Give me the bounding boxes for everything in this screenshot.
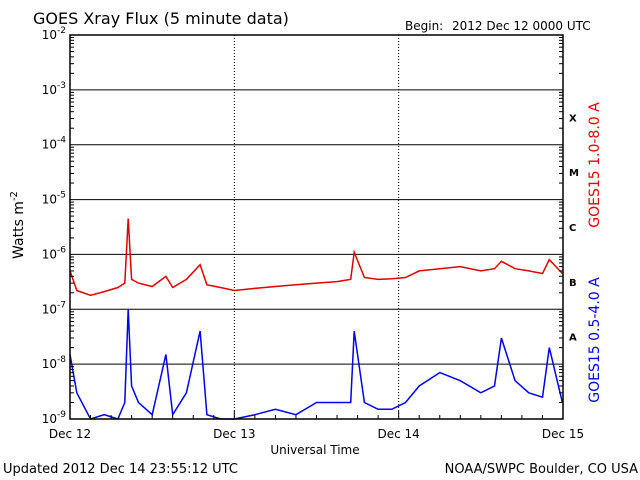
series-group xyxy=(69,218,564,420)
y-tick-label: 10-9 xyxy=(42,410,67,426)
y-tick-label: 10-8 xyxy=(42,355,67,371)
x-tick-label: Dec 13 xyxy=(213,427,255,441)
x-tick-label: Dec 12 xyxy=(49,427,91,441)
series-line-0 xyxy=(69,218,563,297)
y-tick-label: 10-7 xyxy=(42,300,66,316)
begin-value: 2012 Dec 12 0000 UTC xyxy=(452,19,591,33)
series-line-1 xyxy=(69,309,564,420)
grid xyxy=(70,35,563,419)
legend-entry-1: GOES15 0.5-4.0 A xyxy=(587,277,603,403)
y-axis-label-text: Watts m xyxy=(11,201,27,259)
x-axis-label: Universal Time xyxy=(270,443,359,457)
y-tick-label: 10-4 xyxy=(42,136,67,152)
begin-label: Begin: xyxy=(405,19,443,33)
flare-class-X: X xyxy=(569,113,577,124)
flare-class-A: A xyxy=(569,333,577,344)
y-tick-label: 10-5 xyxy=(42,191,66,207)
y-axis-label: Watts m-2 xyxy=(9,191,27,259)
credit-text: NOAA/SWPC Boulder, CO USA xyxy=(445,462,638,477)
chart-title: GOES Xray Flux (5 minute data) xyxy=(33,9,289,28)
x-tick-label: Dec 15 xyxy=(542,427,584,441)
updated-text: Updated 2012 Dec 14 23:55:12 UTC xyxy=(3,462,238,477)
plot-frame xyxy=(69,34,564,420)
flare-class-M: M xyxy=(569,168,579,179)
legend-entry-0: GOES15 1.0-8.0 A xyxy=(587,102,603,228)
axes xyxy=(69,34,564,420)
svg-text:Watts m-2: Watts m-2 xyxy=(9,191,27,259)
y-tick-label: 10-2 xyxy=(42,26,66,42)
y-axis-label-sup: -2 xyxy=(9,191,20,201)
flare-class-B: B xyxy=(569,278,577,289)
y-tick-label: 10-6 xyxy=(42,245,67,261)
y-tick-labels: 10-9 10-8 10-7 10-6 10-5 10-4 10-3 10-2 xyxy=(42,26,67,426)
flare-class-C: C xyxy=(569,223,576,234)
x-tick-labels: Dec 12 Dec 13 Dec 14 Dec 15 xyxy=(49,427,584,441)
legend: GOES15 1.0-8.0 A GOES15 0.5-4.0 A xyxy=(587,102,603,403)
y-tick-label: 10-3 xyxy=(42,81,66,97)
flare-class-labels: X M C B A xyxy=(569,113,579,343)
x-tick-label: Dec 14 xyxy=(378,427,420,441)
